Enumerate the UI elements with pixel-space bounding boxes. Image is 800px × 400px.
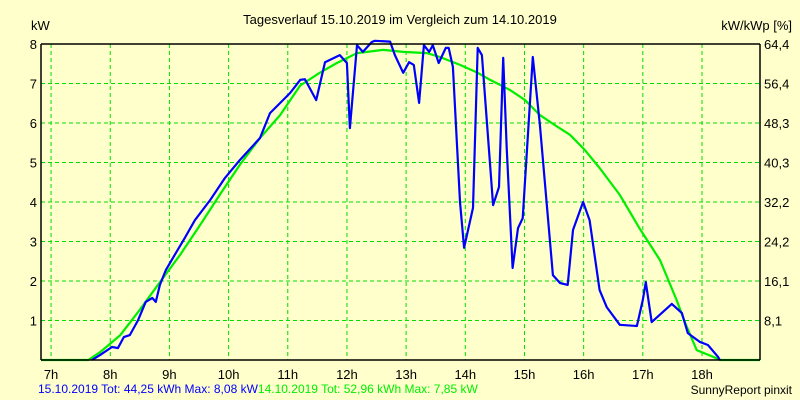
x-tick-label: 14h [454,367,476,382]
y-tick-label-right: 8,1 [764,314,782,329]
x-tick-label: 13h [395,367,417,382]
series-line-15-10-2019 [91,39,721,361]
series-lines [41,39,760,362]
y-tick-label-right: 24,2 [764,235,789,250]
y-tick-label-right: 64,4 [764,37,789,52]
series-line-14-10-2019 [41,48,760,362]
credit-text: SunnyReport pinxit [690,383,792,397]
x-tick-label: 8h [103,367,117,382]
y-tick-label-right: 48,3 [764,116,789,131]
y-tick-label-right: 56,4 [764,77,789,92]
y-axis-right-label: kW/kWp [%] [721,18,792,33]
y-tick-label-left: 7 [30,77,37,92]
legend-item-14-10-2019: 14.10.2019 Tot: 52,96 kWh Max: 7,85 kW [257,382,478,396]
grid [41,43,760,360]
x-tick-label: 17h [632,367,654,382]
chart-title: Tagesverlauf 15.10.2019 im Vergleich zum… [243,12,557,27]
x-tick-label: 10h [218,367,240,382]
x-tick-label: 15h [514,367,536,382]
x-tick-label: 11h [277,367,298,382]
y-tick-label-left: 3 [30,235,37,250]
y-axis-left-label: kW [31,18,51,33]
x-tick-label: 9h [162,367,176,382]
y-tick-label-right: 40,3 [764,156,789,171]
x-tick-label: 7h [44,367,58,382]
y-tick-label-right: 32,2 [764,195,789,210]
x-tick-label: 16h [573,367,595,382]
y-tick-label-left: 4 [30,195,37,210]
x-tick-label: 18h [691,367,713,382]
y-tick-label-left: 5 [30,156,37,171]
y-tick-label-left: 6 [30,116,37,131]
x-tick-label: 12h [336,367,358,382]
legend-item-15-10-2019: 15.10.2019 Tot: 44,25 kWh Max: 8,08 kW [38,382,258,396]
y-tick-label-left: 2 [30,274,37,289]
tick-labels: 7h 8h 9h 10h 11h 12h 13h 14h 15h 16h 17h 18h 1 8,1 2 16… [30,37,790,382]
y-tick-label-left: 8 [30,37,37,52]
y-tick-label-left: 1 [30,314,37,329]
y-tick-label-right: 16,1 [764,274,789,289]
legend: 15.10.2019 Tot: 44,25 kWh Max: 8,08 kW14… [38,382,478,396]
